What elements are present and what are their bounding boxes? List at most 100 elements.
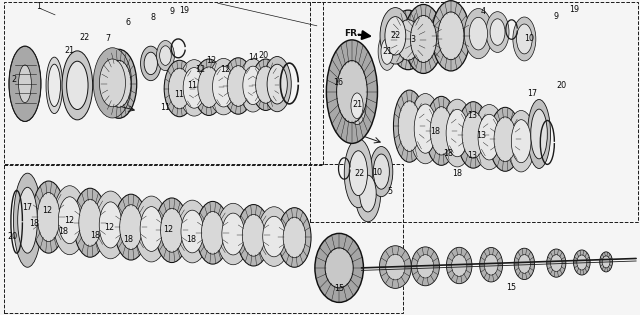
Ellipse shape (410, 15, 436, 62)
Ellipse shape (349, 163, 361, 186)
Ellipse shape (426, 96, 458, 165)
Ellipse shape (222, 213, 244, 255)
Text: 9: 9 (169, 7, 175, 16)
Ellipse shape (430, 107, 452, 155)
Ellipse shape (446, 109, 468, 157)
Ellipse shape (465, 9, 492, 59)
Ellipse shape (157, 41, 174, 71)
Ellipse shape (315, 233, 364, 302)
Ellipse shape (120, 205, 142, 249)
Text: 18: 18 (430, 127, 440, 136)
Ellipse shape (164, 60, 195, 117)
Ellipse shape (355, 165, 381, 222)
Text: 17: 17 (527, 89, 537, 98)
Ellipse shape (212, 66, 235, 107)
Ellipse shape (518, 255, 531, 273)
Ellipse shape (484, 254, 498, 275)
Ellipse shape (351, 93, 363, 118)
Ellipse shape (328, 251, 351, 285)
Ellipse shape (202, 211, 224, 254)
Ellipse shape (417, 255, 434, 278)
Ellipse shape (486, 12, 509, 52)
Ellipse shape (32, 181, 65, 253)
Ellipse shape (344, 139, 372, 208)
Ellipse shape (140, 207, 163, 251)
Text: 8: 8 (150, 14, 155, 22)
Ellipse shape (208, 58, 239, 115)
Ellipse shape (93, 48, 132, 118)
Text: 11: 11 (188, 81, 197, 90)
Ellipse shape (494, 117, 516, 162)
Ellipse shape (412, 247, 440, 286)
Ellipse shape (378, 33, 396, 70)
Text: 17: 17 (22, 203, 33, 212)
Ellipse shape (239, 59, 267, 112)
Ellipse shape (442, 99, 473, 167)
Ellipse shape (373, 154, 389, 189)
Ellipse shape (223, 58, 253, 114)
Text: 12: 12 (220, 65, 230, 74)
Ellipse shape (216, 203, 250, 265)
Ellipse shape (227, 66, 250, 106)
Ellipse shape (257, 207, 291, 266)
Ellipse shape (507, 111, 535, 172)
Bar (310, 2, 638, 222)
Text: 21: 21 (352, 100, 362, 109)
Text: 18: 18 (186, 235, 196, 244)
Ellipse shape (263, 56, 291, 112)
Text: 12: 12 (65, 216, 75, 225)
Text: 2: 2 (11, 75, 16, 83)
Text: 21: 21 (65, 46, 75, 55)
Text: 20: 20 (7, 232, 17, 241)
Text: 15: 15 (506, 283, 516, 292)
Ellipse shape (432, 1, 470, 71)
Ellipse shape (452, 255, 467, 276)
Ellipse shape (159, 46, 172, 65)
Ellipse shape (53, 186, 86, 255)
Text: 12: 12 (104, 223, 115, 232)
Text: 20: 20 (556, 82, 566, 90)
Ellipse shape (62, 51, 93, 120)
Ellipse shape (74, 188, 107, 257)
Ellipse shape (346, 157, 364, 193)
Ellipse shape (511, 120, 531, 163)
Text: 18: 18 (90, 232, 100, 240)
Ellipse shape (156, 198, 188, 263)
Text: 14: 14 (248, 53, 258, 62)
Text: 18: 18 (58, 227, 68, 236)
Text: 13: 13 (467, 111, 477, 120)
Ellipse shape (267, 64, 287, 104)
Ellipse shape (462, 112, 484, 158)
Ellipse shape (513, 17, 536, 61)
Ellipse shape (9, 46, 41, 122)
Ellipse shape (141, 46, 161, 81)
Ellipse shape (414, 104, 436, 153)
Ellipse shape (58, 197, 81, 244)
Text: 20: 20 (259, 51, 269, 60)
Ellipse shape (175, 200, 209, 263)
Text: 12: 12 (42, 206, 52, 215)
Ellipse shape (183, 67, 205, 108)
Text: 12: 12 (206, 56, 216, 65)
Ellipse shape (380, 8, 411, 64)
Ellipse shape (18, 187, 37, 253)
Ellipse shape (600, 252, 612, 272)
Ellipse shape (385, 17, 406, 55)
Text: 3: 3 (410, 35, 415, 44)
Ellipse shape (144, 52, 157, 75)
Ellipse shape (531, 109, 547, 159)
Text: 21: 21 (382, 47, 392, 56)
Ellipse shape (255, 66, 276, 103)
Text: 11: 11 (175, 90, 184, 99)
Text: 22: 22 (355, 169, 365, 178)
Ellipse shape (99, 202, 122, 248)
Ellipse shape (193, 59, 224, 116)
Ellipse shape (263, 216, 285, 257)
Ellipse shape (48, 64, 61, 106)
Ellipse shape (516, 24, 532, 54)
Text: 6: 6 (126, 18, 131, 27)
Ellipse shape (237, 204, 270, 266)
Ellipse shape (94, 191, 127, 259)
Ellipse shape (252, 59, 280, 111)
Text: 19: 19 (179, 6, 189, 15)
